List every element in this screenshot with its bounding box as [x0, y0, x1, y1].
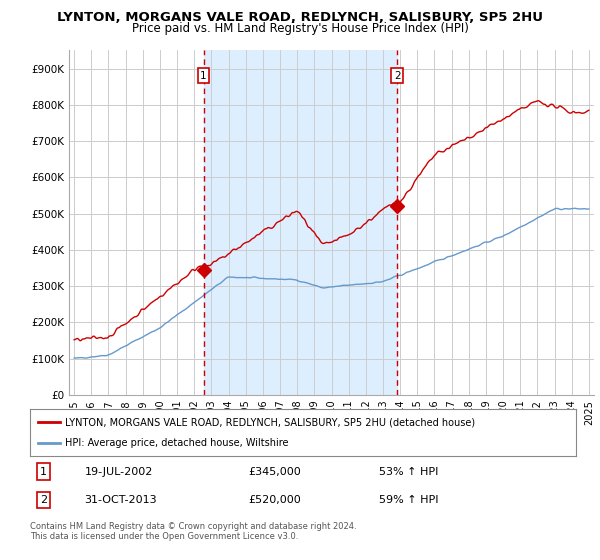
- Text: 2: 2: [40, 496, 47, 505]
- Text: 1: 1: [200, 71, 207, 81]
- Text: £345,000: £345,000: [248, 466, 301, 477]
- Text: £520,000: £520,000: [248, 496, 301, 505]
- Text: LYNTON, MORGANS VALE ROAD, REDLYNCH, SALISBURY, SP5 2HU: LYNTON, MORGANS VALE ROAD, REDLYNCH, SAL…: [57, 11, 543, 24]
- Text: 19-JUL-2002: 19-JUL-2002: [85, 466, 153, 477]
- Text: 53% ↑ HPI: 53% ↑ HPI: [379, 466, 439, 477]
- Text: 2: 2: [394, 71, 401, 81]
- Text: HPI: Average price, detached house, Wiltshire: HPI: Average price, detached house, Wilt…: [65, 438, 289, 448]
- Bar: [203, 50, 397, 395]
- Text: 1: 1: [40, 466, 47, 477]
- Text: LYNTON, MORGANS VALE ROAD, REDLYNCH, SALISBURY, SP5 2HU (detached house): LYNTON, MORGANS VALE ROAD, REDLYNCH, SAL…: [65, 417, 476, 427]
- Text: 31-OCT-2013: 31-OCT-2013: [85, 496, 157, 505]
- Text: 59% ↑ HPI: 59% ↑ HPI: [379, 496, 439, 505]
- Text: Contains HM Land Registry data © Crown copyright and database right 2024.
This d: Contains HM Land Registry data © Crown c…: [30, 522, 356, 542]
- Text: Price paid vs. HM Land Registry's House Price Index (HPI): Price paid vs. HM Land Registry's House …: [131, 22, 469, 35]
